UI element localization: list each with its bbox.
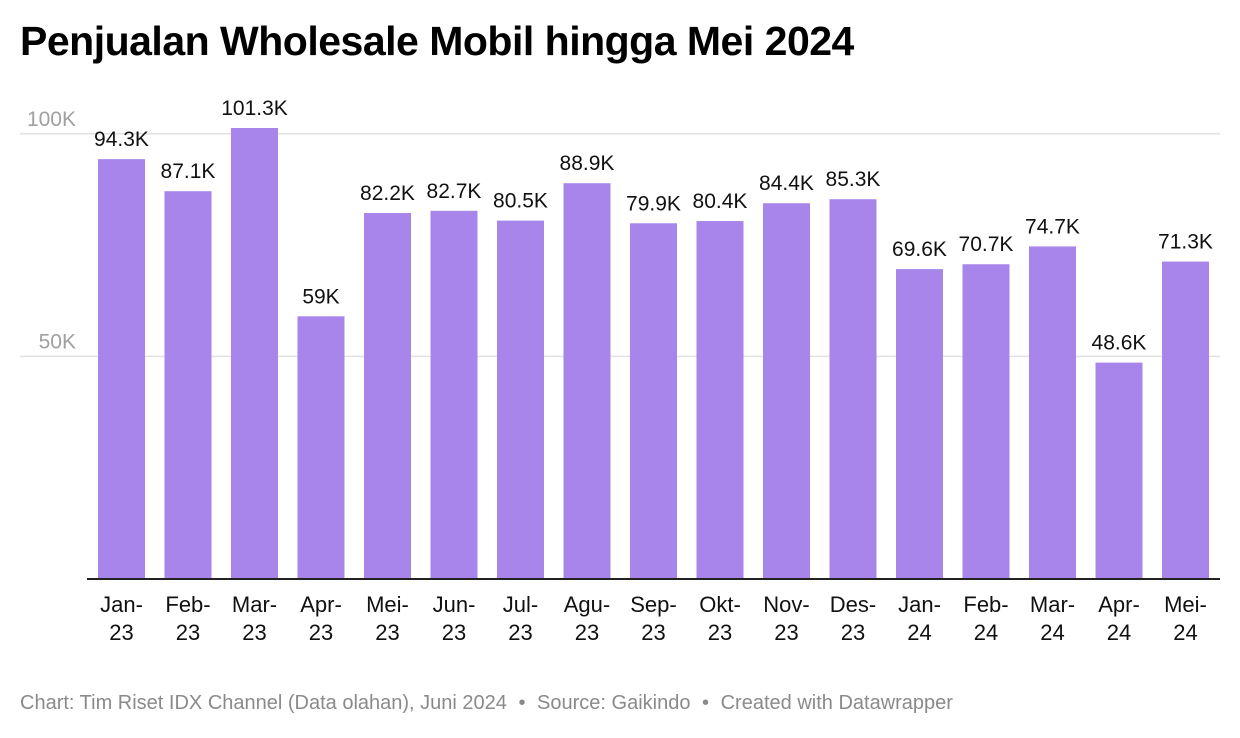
- bar: [430, 210, 478, 579]
- bar: [231, 128, 278, 579]
- bars: [98, 128, 1209, 580]
- x-tick-label: Okt-23: [699, 592, 741, 645]
- created-with: Created with Datawrapper: [720, 692, 953, 714]
- x-tick-label: Feb-23: [165, 592, 210, 645]
- x-tick-label: Mar-23: [232, 592, 277, 645]
- x-tick-label: Jul-23: [503, 592, 538, 645]
- x-tick-label: Feb-24: [963, 592, 1008, 645]
- bar: [630, 223, 677, 579]
- x-tick-label: Des-23: [830, 592, 876, 645]
- chart-title: Penjualan Wholesale Mobil hingga Mei 202…: [20, 18, 854, 64]
- chart-credit: Chart: Tim Riset IDX Channel (Data olaha…: [20, 692, 507, 714]
- value-label: 69.6K: [892, 238, 947, 261]
- bar: [297, 316, 345, 579]
- value-label: 82.7K: [427, 180, 482, 203]
- x-tick-label: Jan-23: [100, 592, 143, 645]
- value-label: 59K: [302, 285, 339, 308]
- value-label: 79.9K: [626, 192, 681, 215]
- bar: [763, 203, 810, 579]
- bar: [696, 221, 744, 579]
- x-tick-label: Nov-23: [763, 592, 809, 645]
- x-tick-label: Mar-24: [1030, 592, 1075, 645]
- x-tick-label: Mei-23: [366, 592, 409, 645]
- bar: [563, 183, 611, 580]
- value-label: 82.2K: [360, 182, 415, 205]
- bar: [497, 220, 544, 580]
- footer-separator: •: [518, 692, 526, 714]
- x-tick-label: Mei-24: [1164, 592, 1207, 645]
- x-tick-label: Apr-23: [300, 592, 342, 645]
- value-label: 80.4K: [693, 190, 748, 213]
- chart-footer: Chart: Tim Riset IDX Channel (Data olaha…: [20, 692, 953, 715]
- x-tick-label: Apr-24: [1098, 592, 1140, 645]
- bar: [1095, 362, 1143, 579]
- chart-source: Source: Gaikindo: [537, 692, 691, 714]
- value-label: 48.6K: [1092, 332, 1147, 355]
- x-tick-label: Jan-24: [898, 592, 941, 645]
- value-label: 80.5K: [493, 190, 548, 213]
- value-label: 84.4K: [759, 172, 814, 195]
- gridlines: 50K 100K: [20, 108, 1220, 358]
- footer-separator: •: [702, 692, 710, 714]
- value-label: 87.1K: [161, 160, 216, 183]
- value-label: 70.7K: [959, 233, 1014, 256]
- bar: [164, 191, 212, 579]
- value-label: 94.3K: [94, 128, 149, 151]
- y-tick-label: 50K: [39, 330, 76, 353]
- y-tick-label: 100K: [27, 108, 76, 131]
- x-tick-label: Sep-23: [630, 592, 676, 645]
- value-labels: 94.3K 87.1K 101.3K 59K 82.2K 82.7K 80.5K 88.9K 7…: [94, 97, 1213, 355]
- x-tick-label: Jun-23: [433, 592, 476, 645]
- bar: [364, 213, 411, 580]
- bar: [829, 199, 877, 580]
- axes: Jan-23 Feb-23 Mar-23 Apr-23 Mei-23 Jun-23 Jul-…: [87, 578, 1220, 645]
- x-tick-label: Agu-23: [564, 592, 610, 645]
- bar: [896, 269, 943, 579]
- bar: [98, 159, 145, 579]
- bar: [1029, 246, 1076, 579]
- value-label: 88.9K: [560, 152, 615, 175]
- value-label: 85.3K: [826, 168, 881, 191]
- bar: [962, 264, 1010, 579]
- value-label: 74.7K: [1025, 215, 1080, 238]
- bar: [1162, 261, 1209, 579]
- value-label: 101.3K: [221, 97, 288, 120]
- value-label: 71.3K: [1158, 231, 1213, 254]
